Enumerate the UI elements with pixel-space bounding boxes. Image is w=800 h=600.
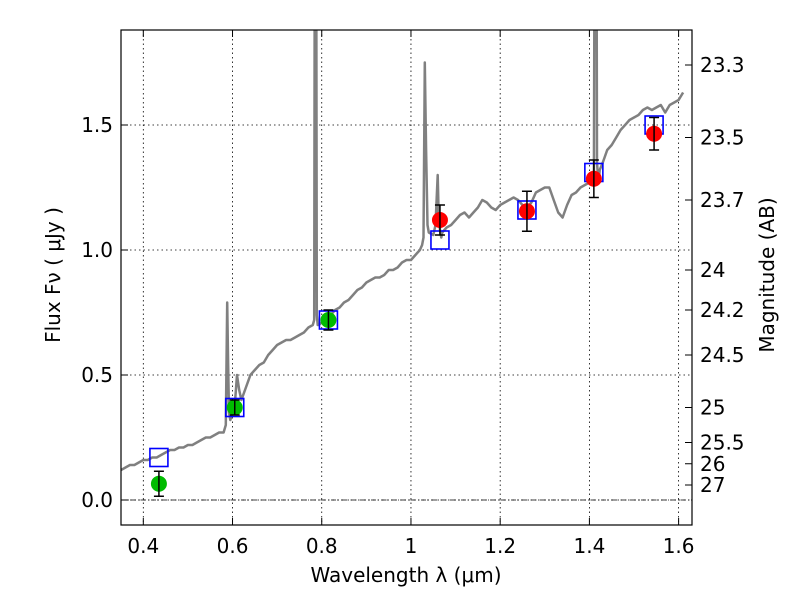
x-tick-label: 1.4 — [573, 534, 605, 558]
x-tick-label: 0.8 — [306, 534, 338, 558]
marker-layer — [149, 115, 664, 497]
y-axis: 0.0 0.5 1.0 1.5 — [81, 113, 128, 512]
y-tick-label: 0.0 — [81, 488, 113, 512]
y-axis-title: Flux Fν ( μJy ) — [41, 207, 65, 343]
magnitude-tick-label: 26 — [700, 452, 725, 476]
plot-frame — [120, 29, 693, 526]
x-tick-label: 1.6 — [663, 534, 695, 558]
y-tick-label: 1.0 — [81, 238, 113, 262]
magnitude-tick-label: 23.5 — [700, 126, 745, 150]
model-flux-square — [224, 397, 245, 418]
x-tick-label: 1 — [405, 534, 418, 558]
grid — [121, 30, 692, 525]
y-axis-right-title: Magnitude (AB) — [755, 197, 779, 352]
magnitude-tick-label: 25.5 — [700, 431, 745, 455]
x-axis-title: Wavelength λ (μm) — [310, 563, 501, 587]
magnitude-tick-label: 23.3 — [700, 53, 745, 77]
y-tick-label: 0.5 — [81, 363, 113, 387]
spectrum-line — [121, 30, 685, 472]
magnitude-tick-label: 24 — [700, 258, 725, 282]
x-tick-label: 0.4 — [127, 534, 159, 558]
x-tick-label: 0.6 — [217, 534, 249, 558]
spectrum-layer — [121, 30, 685, 472]
model-flux-square — [149, 447, 169, 468]
magnitude-tick-label: 25 — [700, 396, 725, 420]
magnitude-tick-label: 27 — [700, 473, 725, 497]
y-tick-label: 1.5 — [81, 113, 113, 137]
magnitude-tick-label: 24.2 — [700, 298, 745, 322]
x-tick-label: 1.2 — [484, 534, 516, 558]
magnitude-tick-label: 23.7 — [700, 188, 745, 212]
x-axis: 0.4 0.6 0.8 1 1.2 1.4 1.6 — [127, 30, 695, 558]
magnitude-tick-label: 24.5 — [700, 343, 745, 367]
